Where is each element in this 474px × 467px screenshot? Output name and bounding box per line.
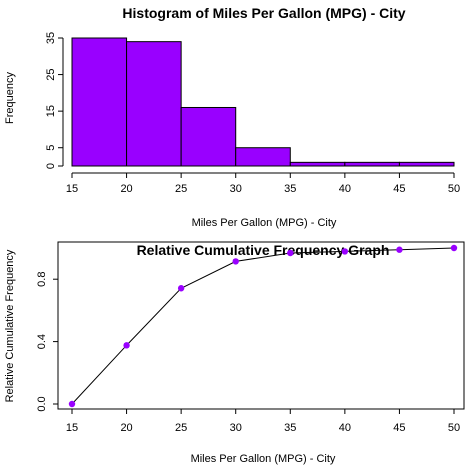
cumulative-panel: Relative Cumulative Frequency Graph Mile… <box>4 241 465 465</box>
cumulative-x-tick-label: 35 <box>284 422 296 434</box>
cumulative-y-tick-label: 0.8 <box>36 272 48 287</box>
cumulative-x-axis: 15 20 25 30 35 40 45 50 <box>66 409 460 434</box>
cumulative-title: Relative Cumulative Frequency Graph <box>137 242 390 258</box>
histogram-y-tick-label: 25 <box>45 68 57 80</box>
histogram-x-tick-label: 35 <box>284 183 296 195</box>
histogram-x-tick-label: 40 <box>339 183 351 195</box>
cumulative-x-tick-label: 30 <box>230 422 242 434</box>
histogram-bars <box>71 37 455 167</box>
cumulative-x-tick-label: 15 <box>66 422 78 434</box>
cumulative-data-point <box>177 285 185 292</box>
histogram-bar <box>398 161 455 167</box>
histogram-panel: Histogram of Miles Per Gallon (MPG) - Ci… <box>4 5 460 229</box>
cumulative-x-axis-label: Miles Per Gallon (MPG) - City <box>191 453 336 465</box>
histogram-y-axis-label: Frequency <box>4 72 16 124</box>
cumulative-data-point <box>396 246 403 253</box>
cumulative-series-line <box>71 247 455 405</box>
histogram-y-tick-label: 0 <box>45 163 57 169</box>
cumulative-x-tick-label: 50 <box>448 422 460 434</box>
cumulative-data-point <box>341 248 349 255</box>
histogram-y-axis: 0 5 15 25 35 <box>45 32 64 169</box>
histogram-bar <box>126 41 182 167</box>
cumulative-data-point <box>68 400 76 408</box>
histogram-y-tick-label: 15 <box>45 105 57 117</box>
cumulative-y-tick-label: 0.0 <box>36 396 48 411</box>
cumulative-y-axis: 0.0 0.4 0.8 <box>36 272 58 412</box>
histogram-bar <box>71 37 128 167</box>
cumulative-data-point <box>123 342 130 349</box>
histogram-bar <box>344 161 400 167</box>
histogram-x-tick-label: 15 <box>66 183 78 195</box>
cumulative-y-tick-label: 0.4 <box>36 334 48 349</box>
histogram-x-tick-label: 20 <box>120 183 132 195</box>
histogram-bar <box>180 106 237 167</box>
cumulative-data-point <box>232 258 239 265</box>
histogram-x-axis: 15 20 25 30 35 40 45 50 <box>66 172 460 195</box>
histogram-y-tick-label: 5 <box>45 145 57 151</box>
histogram-y-tick-label: 35 <box>45 32 57 44</box>
histogram-x-tick-label: 45 <box>393 183 405 195</box>
cumulative-data-point <box>287 249 294 257</box>
cumulative-plot-frame <box>57 241 465 410</box>
histogram-x-tick-label: 30 <box>230 183 242 195</box>
cumulative-x-tick-label: 25 <box>175 422 187 434</box>
cumulative-points <box>68 244 458 408</box>
histogram-x-axis-label: Miles Per Gallon (MPG) - City <box>192 217 337 229</box>
cumulative-x-tick-label: 20 <box>120 422 132 434</box>
histogram-x-tick-label: 50 <box>448 183 460 195</box>
histogram-title: Histogram of Miles Per Gallon (MPG) - Ci… <box>122 5 405 21</box>
cumulative-x-tick-label: 45 <box>393 422 405 434</box>
cumulative-line <box>71 247 455 405</box>
histogram-x-tick-label: 25 <box>175 183 187 195</box>
histogram-bar <box>289 161 346 167</box>
cumulative-y-axis-label: Relative Cumulative Frequency <box>4 249 16 402</box>
cumulative-x-tick-label: 40 <box>339 422 351 434</box>
cumulative-data-point <box>450 244 458 252</box>
histogram-bar <box>235 147 291 167</box>
